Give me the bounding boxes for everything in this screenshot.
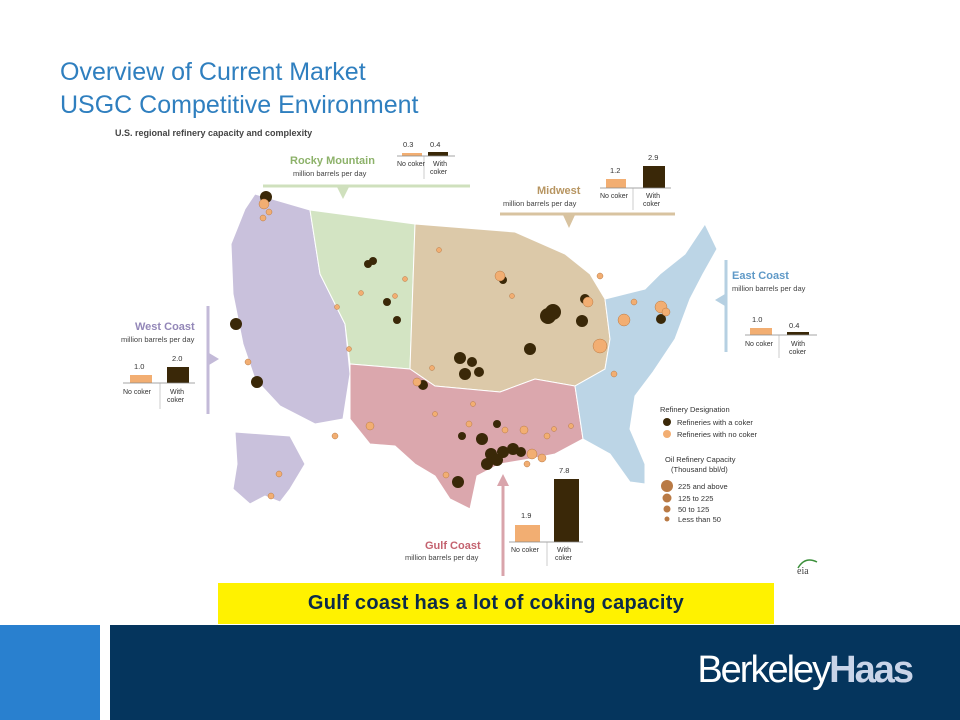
- legend-no-coker-dot: [663, 430, 671, 438]
- rocky-with-label-2: coker: [430, 169, 448, 176]
- legend-size-4: Less than 50: [678, 515, 721, 524]
- rocky-name: Rocky Mountain: [290, 155, 375, 167]
- midwest-with-label-1: With: [646, 193, 660, 200]
- region-east: [574, 222, 718, 485]
- legend-size-2: 125 to 225: [678, 494, 713, 503]
- east-with-bar: [787, 332, 809, 335]
- east-no-bar: [750, 328, 772, 335]
- legend-with-coker-dot: [663, 418, 671, 426]
- rocky-callout: Rocky Mountain million barrels per day 0…: [263, 140, 470, 199]
- map-canvas: Rocky Mountain million barrels per day 0…: [121, 140, 818, 577]
- region-alaska: [232, 431, 306, 505]
- footer-bar: BerkeleyHaas: [110, 625, 960, 720]
- legend-designation-title: Refinery Designation: [660, 405, 730, 414]
- eia-logo: eia: [797, 559, 818, 577]
- midwest-with-value: 2.9: [648, 153, 658, 162]
- midwest-with-bar: [643, 166, 665, 188]
- west-unit: million barrels per day: [121, 335, 195, 344]
- legend-capacity-title-2: (Thousand bbl/d): [671, 465, 728, 474]
- legend-size-3-dot: [663, 505, 671, 513]
- title-line-1: Overview of Current Market: [60, 58, 366, 86]
- midwest-no-value: 1.2: [610, 166, 620, 175]
- legend-capacity-title-1: Oil Refinery Capacity: [665, 455, 736, 464]
- callout-text: Gulf coast has a lot of coking capacity: [307, 592, 685, 614]
- rocky-with-bar: [428, 152, 448, 156]
- east-no-value: 1.0: [752, 315, 762, 324]
- east-no-label: No coker: [745, 341, 774, 348]
- gulf-callout: Gulf Coast million barrels per day 1.9 7…: [405, 466, 583, 576]
- legend-size-4-dot: [664, 516, 670, 522]
- west-with-value: 2.0: [172, 354, 182, 363]
- gulf-no-label: No coker: [511, 547, 540, 554]
- west-with-label-2: coker: [167, 397, 185, 404]
- legend-size-3: 50 to 125: [678, 505, 709, 514]
- legend-size-1-dot: [661, 480, 673, 492]
- rocky-unit: million barrels per day: [293, 169, 367, 178]
- gulf-name: Gulf Coast: [425, 540, 481, 552]
- west-with-label-1: With: [170, 389, 184, 396]
- brand-logo: BerkeleyHaas: [697, 649, 914, 692]
- brand-part-2: Haas: [829, 649, 914, 691]
- west-no-bar: [130, 375, 152, 383]
- legend-no-coker: Refineries with no coker: [677, 430, 758, 439]
- rocky-with-value: 0.4: [430, 140, 440, 149]
- legend-size-2-dot: [662, 493, 672, 503]
- midwest-unit: million barrels per day: [503, 199, 577, 208]
- east-with-label-2: coker: [789, 349, 807, 356]
- midwest-name: Midwest: [537, 185, 581, 197]
- west-callout: West Coast million barrels per day 1.0 2…: [121, 306, 219, 414]
- refinery-map: Rocky Mountain million barrels per day 0…: [105, 124, 845, 580]
- gulf-with-value: 7.8: [559, 466, 569, 475]
- eia-logo-text: eia: [797, 566, 809, 577]
- east-callout: East Coast million barrels per day 1.0 0…: [715, 260, 817, 358]
- gulf-no-value: 1.9: [521, 511, 531, 520]
- midwest-callout: Midwest million barrels per day 1.2 2.9 …: [500, 153, 675, 228]
- map-legend: Refinery Designation Refineries with a c…: [660, 405, 758, 524]
- west-with-bar: [167, 367, 189, 383]
- gulf-with-label-1: With: [557, 547, 571, 554]
- slide-title: Overview of Current Market USGC Competit…: [60, 56, 418, 122]
- map-heading: U.S. regional refinery capacity and comp…: [115, 128, 313, 138]
- refinery-dots-no-coker: [244, 198, 671, 500]
- midwest-with-label-2: coker: [643, 201, 661, 208]
- rocky-no-label: No coker: [397, 161, 426, 168]
- rocky-no-value: 0.3: [403, 140, 413, 149]
- west-name: West Coast: [135, 321, 195, 333]
- west-no-value: 1.0: [134, 362, 144, 371]
- rocky-with-label-1: With: [433, 161, 447, 168]
- footer-accent-block: [0, 625, 100, 720]
- midwest-no-bar: [606, 179, 626, 188]
- east-unit: million barrels per day: [732, 284, 806, 293]
- gulf-no-bar: [515, 525, 540, 542]
- rocky-no-bar: [402, 153, 422, 156]
- brand-part-1: Berkeley: [697, 649, 831, 691]
- east-with-value: 0.4: [789, 321, 799, 330]
- gulf-with-bar: [554, 479, 579, 542]
- midwest-no-label: No coker: [600, 193, 629, 200]
- legend-with-coker: Refineries with a coker: [677, 418, 753, 427]
- callout-banner: Gulf coast has a lot of coking capacity: [218, 583, 774, 624]
- legend-size-1: 225 and above: [678, 482, 728, 491]
- west-no-label: No coker: [123, 389, 152, 396]
- title-line-2: USGC Competitive Environment: [60, 91, 419, 119]
- gulf-unit: million barrels per day: [405, 553, 479, 562]
- gulf-with-label-2: coker: [555, 555, 573, 562]
- east-name: East Coast: [732, 270, 789, 282]
- east-with-label-1: With: [791, 341, 805, 348]
